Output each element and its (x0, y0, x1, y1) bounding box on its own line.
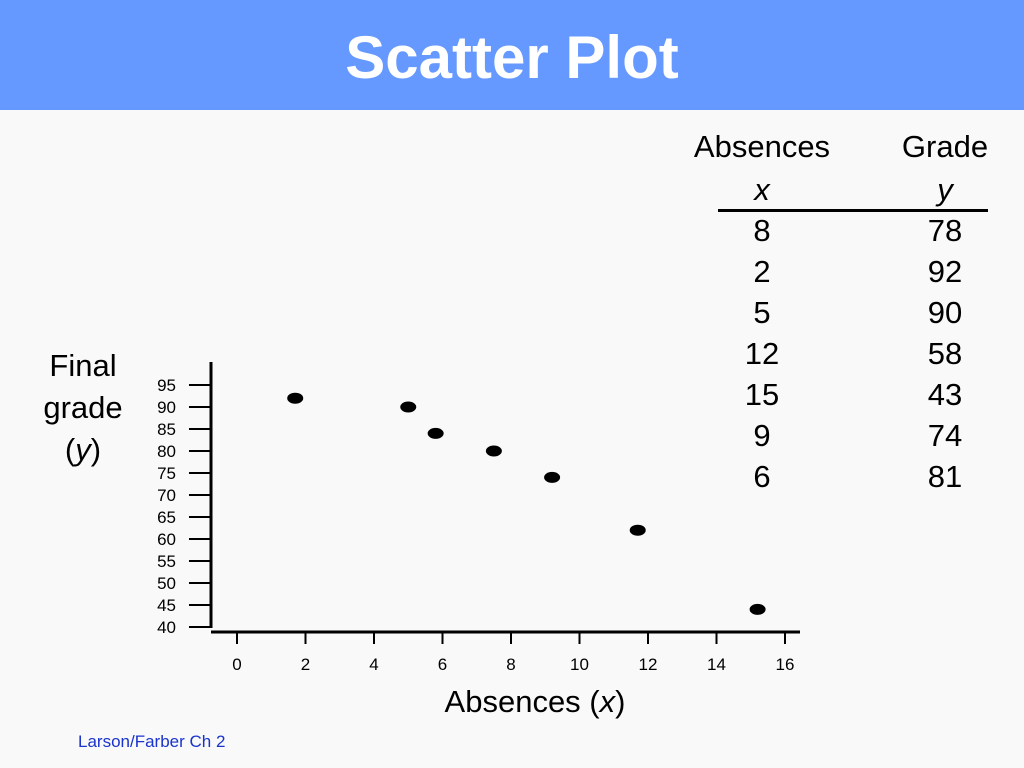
table-var-y: y (937, 172, 953, 207)
y-tick-label: 95 (157, 376, 176, 395)
table-cell-x: 5 (753, 295, 771, 330)
y-axis-label-var: (y) (64, 432, 102, 467)
x-tick-label: 0 (232, 655, 241, 674)
table-header-rule (718, 209, 988, 212)
y-tick-label: 65 (157, 508, 176, 527)
table-cell-y: 90 (927, 295, 963, 330)
x-axis-label: Absences (x) (444, 684, 626, 719)
table-cell-y: 58 (927, 336, 963, 371)
x-tick-label: 6 (438, 655, 447, 674)
table-header-grade: Grade (901, 129, 989, 164)
axes: 0 2 4 6 8 10 12 14 16 95 90 85 80 75 70 65 60 55 50 45 40 (157, 362, 800, 674)
data-points (287, 392, 766, 615)
y-tick-label: 90 (157, 398, 176, 417)
y-tick-label: 40 (157, 618, 176, 637)
y-axis-label-line-1: Final (49, 348, 117, 383)
y-tick-label: 70 (157, 486, 176, 505)
table-header-absences: Absences (693, 129, 831, 164)
scatter-point (485, 445, 502, 457)
y-tick-label: 55 (157, 552, 176, 571)
x-axis-var: x (599, 684, 616, 719)
table-cell-y: 74 (927, 418, 963, 453)
x-tick-label: 12 (639, 655, 658, 674)
y-tick-label: 60 (157, 530, 176, 549)
y-axis-var: y (75, 432, 91, 467)
table-cell-x: 2 (753, 254, 771, 289)
scatter-point (629, 524, 646, 536)
table-cell-x: 12 (744, 336, 780, 371)
table-var-x: x (754, 172, 770, 207)
x-tick-label: 10 (570, 655, 589, 674)
x-tick-label: 14 (707, 655, 726, 674)
y-tick-label: 80 (157, 442, 176, 461)
table-cell-y: 92 (927, 254, 963, 289)
scatter-point (287, 392, 304, 404)
y-axis-label-line-2: grade (43, 390, 123, 425)
y-tick-label: 85 (157, 420, 176, 439)
x-tick-label: 8 (506, 655, 515, 674)
table-cell-y: 43 (927, 377, 963, 412)
y-tick-label: 50 (157, 574, 176, 593)
scatter-point (400, 401, 417, 413)
table-cell-y: 78 (927, 213, 963, 248)
table-cell-x: 8 (753, 213, 771, 248)
table-cell-y: 81 (927, 459, 963, 494)
x-tick-label: 2 (301, 655, 310, 674)
y-axis-label: Final grade (y) (28, 345, 138, 471)
y-tick-label: 45 (157, 596, 176, 615)
x-tick-label: 4 (369, 655, 378, 674)
table-cell-x: 9 (753, 418, 771, 453)
table-cell-x: 15 (744, 377, 780, 412)
table-cell-x: 6 (753, 459, 771, 494)
x-axis-label-text: Absences (444, 684, 581, 719)
title-bar (0, 0, 1024, 110)
x-tick-label: 16 (776, 655, 795, 674)
footer-citation: Larson/Farber Ch 2 (78, 732, 226, 751)
scatter-point (544, 471, 561, 483)
scatter-point (749, 603, 766, 615)
scatter-point (427, 427, 444, 439)
y-tick-label: 75 (157, 464, 176, 483)
slide-title: Scatter Plot (345, 24, 679, 91)
